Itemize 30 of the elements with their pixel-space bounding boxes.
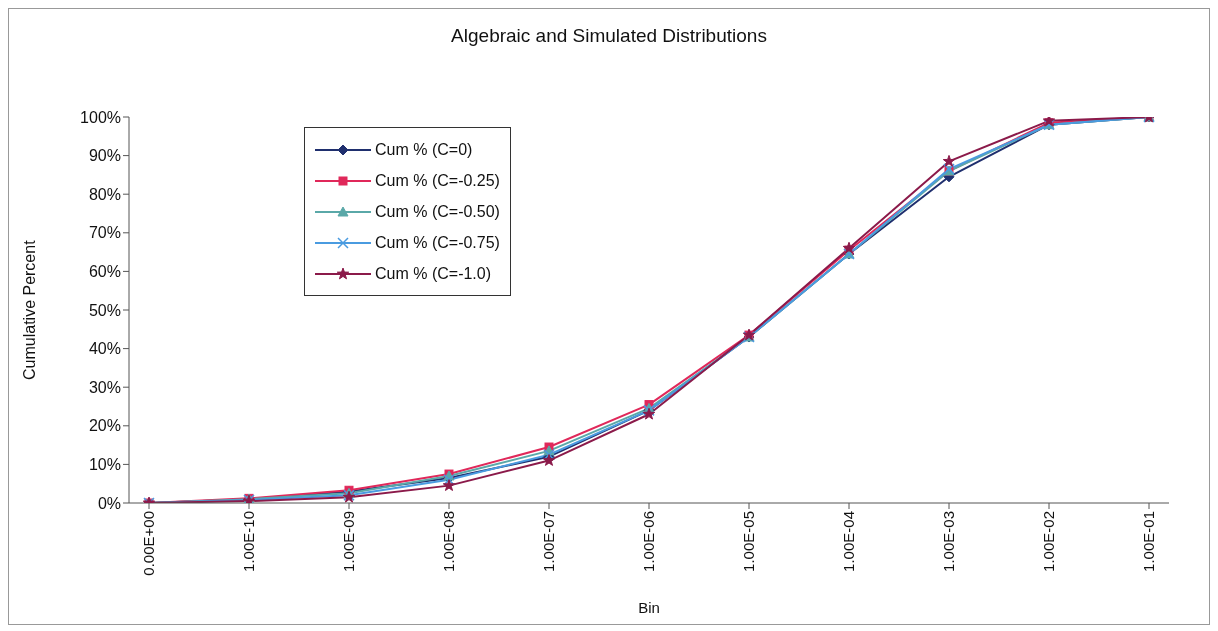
legend-label: Cum % (C=0) <box>375 140 473 159</box>
x-tick-label: 1.00E-04 <box>839 511 857 572</box>
y-tick-label: 70% <box>88 224 121 242</box>
chart-title: Algebraic and Simulated Distributions <box>450 25 768 47</box>
x-tick-label: 1.00E-08 <box>439 511 457 572</box>
x-axis-title: Bin <box>638 599 660 616</box>
y-tick-label: 90% <box>88 147 121 165</box>
x-tick-label: 1.00E-01 <box>1139 511 1157 572</box>
x-tick-label: 1.00E-09 <box>339 511 357 572</box>
x-tick-label: 1.00E-06 <box>639 511 657 572</box>
y-tick-label: 20% <box>88 417 121 435</box>
x-tick-label: 1.00E-05 <box>739 511 757 572</box>
y-tick-label: 50% <box>88 301 121 319</box>
legend-label: Cum % (C=-0.25) <box>375 171 500 190</box>
y-tick-label: 0% <box>97 494 121 512</box>
y-tick-label: 40% <box>88 340 121 358</box>
y-tick-label: 10% <box>88 456 121 474</box>
x-tick-label: 1.00E-10 <box>239 511 257 572</box>
y-tick-label: 60% <box>88 263 121 281</box>
y-tick-label: 30% <box>88 378 121 396</box>
y-tick-label: 100% <box>80 108 121 126</box>
x-tick-label: 1.00E-07 <box>539 511 557 572</box>
x-tick-label: 1.00E-02 <box>1039 511 1057 572</box>
legend-label: Cum % (C=-0.75) <box>375 233 500 252</box>
y-axis-title: Cumulative Percent <box>20 239 38 380</box>
x-tick-label: 1.00E-03 <box>939 511 957 572</box>
y-tick-label: 80% <box>88 185 121 203</box>
legend-label: Cum % (C=-1.0) <box>375 264 492 283</box>
legend-label: Cum % (C=-0.50) <box>375 202 500 221</box>
x-tick-label: 0.00E+00 <box>139 511 157 576</box>
